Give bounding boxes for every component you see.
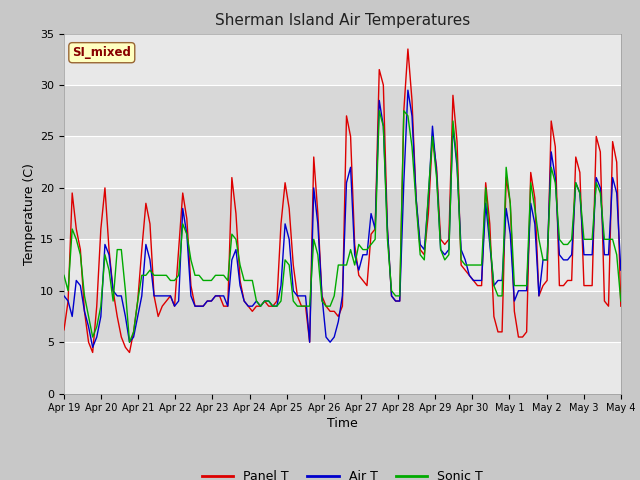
Air T <box>257 303 264 309</box>
Panel T <box>498 329 506 335</box>
Sonic T <box>412 201 420 206</box>
Air T <box>498 277 506 283</box>
Sonic T <box>257 303 264 309</box>
Air T <box>617 267 625 273</box>
Panel T <box>269 303 276 309</box>
Sonic T <box>617 298 625 304</box>
Air T <box>142 241 150 247</box>
Panel T <box>404 46 412 52</box>
Air T <box>412 195 420 201</box>
Air T <box>310 185 317 191</box>
Panel T <box>617 303 625 309</box>
Y-axis label: Temperature (C): Temperature (C) <box>23 163 36 264</box>
Sonic T <box>376 108 383 114</box>
Air T <box>404 87 412 93</box>
Air T <box>89 345 97 350</box>
Sonic T <box>125 339 133 345</box>
Sonic T <box>498 293 506 299</box>
Bar <box>64 85 621 136</box>
X-axis label: Time: Time <box>327 418 358 431</box>
Panel T <box>310 154 317 160</box>
Line: Sonic T: Sonic T <box>64 111 621 342</box>
Legend: Panel T, Air T, Sonic T: Panel T, Air T, Sonic T <box>196 465 488 480</box>
Text: SI_mixed: SI_mixed <box>72 46 131 59</box>
Sonic T <box>142 273 150 278</box>
Panel T <box>257 303 264 309</box>
Sonic T <box>269 303 276 309</box>
Line: Air T: Air T <box>64 90 621 348</box>
Panel T <box>142 201 150 206</box>
Sonic T <box>60 273 68 278</box>
Line: Panel T: Panel T <box>64 49 621 352</box>
Panel T <box>60 327 68 333</box>
Title: Sherman Island Air Temperatures: Sherman Island Air Temperatures <box>215 13 470 28</box>
Panel T <box>89 349 97 355</box>
Air T <box>60 293 68 299</box>
Bar <box>64 188 621 240</box>
Bar <box>64 291 621 342</box>
Air T <box>269 303 276 309</box>
Panel T <box>412 195 420 201</box>
Sonic T <box>310 237 317 242</box>
